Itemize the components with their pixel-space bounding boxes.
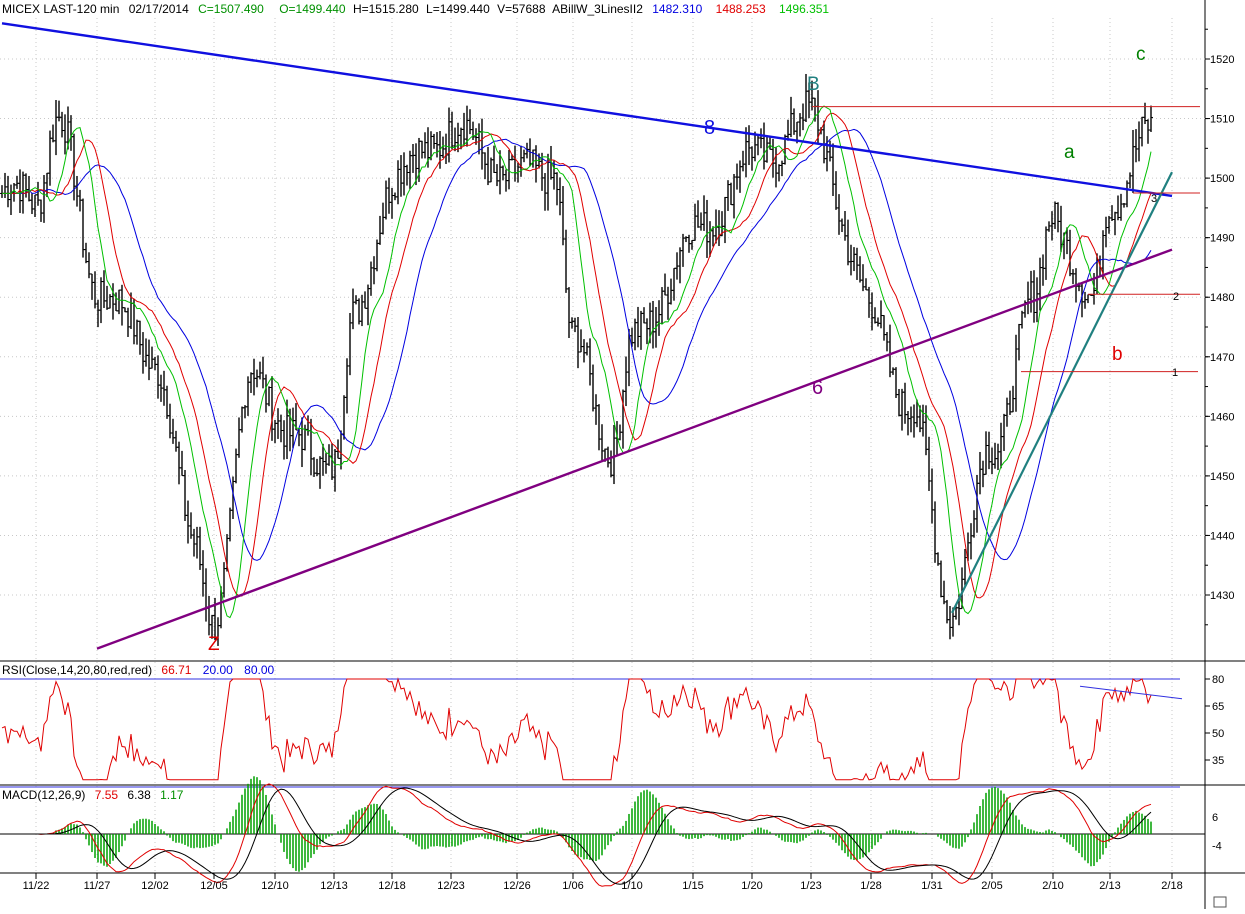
rsi-tick-label-35: 35: [1212, 755, 1224, 767]
x-tick-label-1: 11/27: [84, 880, 111, 892]
header-date: 02/17/2014: [129, 2, 189, 16]
x-tick-label-19: 2/18: [1161, 880, 1182, 892]
rsi-value: 66.71: [161, 663, 191, 677]
y-tick-label-1490: 1490: [1210, 233, 1234, 245]
trendline-2: [96, 248, 1173, 650]
macd-label: MACD(12,26,9): [2, 788, 85, 802]
x-tick-label-9: 1/06: [562, 880, 583, 892]
header-low: L=1499.440: [426, 2, 490, 16]
rsi-low: 20.00: [203, 663, 233, 677]
svg-text:MACD(12,26,9) 7.55 6.3: MACD(12,26,9) 7.55 6.38 1.17: [2, 788, 184, 802]
x-tick-label-11: 1/15: [682, 880, 703, 892]
header-line3: 1496.351: [779, 2, 829, 16]
trendline-label-6: 6: [812, 377, 823, 399]
header-line2: 1488.253: [716, 2, 766, 16]
y-tick-label-1480: 1480: [1210, 292, 1234, 304]
x-tick-label-10: 1/10: [621, 880, 642, 892]
wave-label-z: Z: [208, 634, 220, 655]
trendlines: [1, 22, 1200, 650]
macd-signal-line: [2, 787, 1152, 885]
x-tick-label-12: 1/20: [741, 880, 762, 892]
y-tick-label-1500: 1500: [1210, 173, 1234, 185]
header-high: H=1515.280: [353, 2, 419, 16]
header-close: C=1507.490: [198, 2, 264, 16]
level-label-1: 1: [1172, 367, 1178, 379]
header-volume: V=57688: [497, 2, 546, 16]
y-tick-label-1520: 1520: [1210, 54, 1234, 66]
x-tick-label-18: 2/13: [1099, 880, 1120, 892]
x-tick-label-2: 12/02: [141, 880, 169, 892]
x-tick-label-5: 12/13: [320, 880, 348, 892]
macd-signal: 6.38: [127, 788, 151, 802]
wave-label-a: a: [1064, 142, 1075, 163]
macd-panel: 6 -4: [0, 776, 1222, 887]
x-tick-label-13: 1/23: [800, 880, 821, 892]
rsi-label: RSI(Close,14,20,80,red,red): [2, 663, 152, 677]
x-tick-label-6: 12/18: [378, 880, 406, 892]
wave-label-b-major: B: [807, 74, 820, 95]
header-indicator: ABillW_3LinesII2: [552, 2, 643, 16]
rsi-tick-label-50: 50: [1212, 728, 1224, 740]
rsi-high: 80.00: [244, 663, 274, 677]
price-y-axis: 1430 1440 1450 1460 1470 1480 1490 1500 1510 1520: [1205, 28, 1234, 626]
price-bars: [0, 73, 1153, 646]
x-tick-label-14: 1/28: [860, 880, 881, 892]
x-tick-label-4: 12/10: [261, 880, 289, 892]
x-tick-label-17: 2/10: [1042, 880, 1063, 892]
ma-mid-line: [2, 112, 1152, 599]
header-open: O=1499.440: [279, 2, 346, 16]
x-tick-label-16: 2/05: [981, 880, 1002, 892]
macd-hist: 1.17: [160, 788, 184, 802]
x-tick-label-3: 12/05: [200, 880, 228, 892]
level-label-2: 2: [1173, 291, 1179, 303]
rsi-tick-label-80: 80: [1212, 674, 1224, 686]
macd-tick-label--4: -4: [1212, 840, 1222, 852]
svg-text:RSI(Close,14,20,80,red,red): RSI(Close,14,20,80,red,red) 66.71 20.00 …: [2, 663, 275, 677]
rsi-divergence-line: [1079, 685, 1183, 700]
rsi-tick-label-65: 65: [1212, 701, 1224, 713]
header-symbol: MICEX LAST-120 min: [2, 2, 119, 16]
time-x-axis: 11/22 11/27 12/02 12/05 12/10 12/13 12/18 12/23…: [23, 873, 1183, 892]
y-tick-label-1470: 1470: [1210, 352, 1234, 364]
y-tick-label-1510: 1510: [1210, 114, 1234, 126]
ma-slow-line: [2, 128, 1152, 561]
y-tick-label-1440: 1440: [1210, 530, 1234, 542]
x-tick-label-0: 11/22: [23, 880, 50, 892]
trendline-3: [951, 171, 1173, 614]
x-tick-label-15: 1/31: [921, 880, 942, 892]
x-tick-label-7: 12/23: [437, 880, 465, 892]
x-tick-label-8: 12/26: [503, 880, 531, 892]
rsi-panel: 80 65 50 35: [0, 674, 1224, 788]
grid: [0, 18, 1205, 873]
wave-label-b-minor: b: [1112, 344, 1123, 365]
rsi-line: [1, 677, 1152, 781]
wave-label-c: c: [1136, 44, 1146, 65]
macd-line: [2, 783, 1152, 887]
macd-tick-label-6: 6: [1212, 812, 1218, 824]
header-line1: 1482.310: [652, 2, 702, 16]
scroll-corner[interactable]: [1213, 896, 1227, 908]
svg-text:MICEX LAST-120 min 02/17/2: MICEX LAST-120 min 02/17/2014 C=1507.490…: [2, 2, 829, 16]
trendline-label-8: 8: [704, 117, 715, 139]
y-tick-label-1460: 1460: [1210, 411, 1234, 423]
macd-value: 7.55: [95, 788, 119, 802]
trendline-1: [1, 22, 1173, 198]
y-tick-label-1430: 1430: [1210, 590, 1234, 602]
level-label-3: 3: [1151, 193, 1157, 205]
y-tick-label-1450: 1450: [1210, 471, 1234, 483]
